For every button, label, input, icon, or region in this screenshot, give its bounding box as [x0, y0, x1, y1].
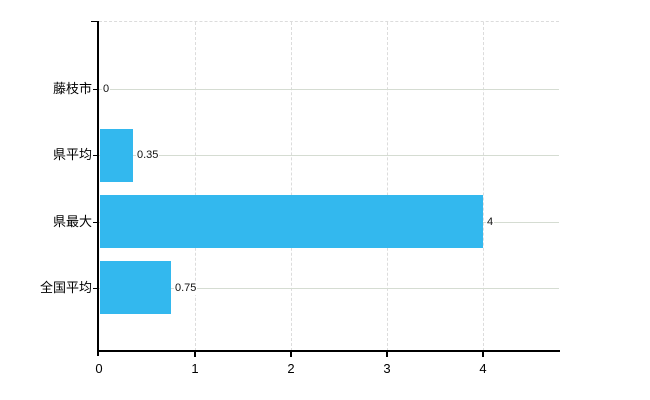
x-tick-label: 3 [383, 361, 391, 376]
y-axis-tick [93, 155, 99, 156]
y-axis-tick [93, 89, 99, 90]
vertical-gridline [195, 22, 196, 351]
x-tick-label: 1 [191, 361, 199, 376]
value-label: 0 [102, 82, 111, 96]
row-gridline [99, 89, 559, 90]
x-axis-tick [482, 352, 484, 357]
x-tick-label: 4 [479, 361, 487, 376]
plot-top-border [99, 21, 559, 22]
x-tick-label: 0 [95, 361, 103, 376]
x-axis-tick [290, 352, 292, 357]
vertical-gridline [387, 22, 388, 351]
value-label: 4 [486, 215, 495, 229]
value-label: 0.75 [174, 281, 198, 295]
x-axis-tick [386, 352, 388, 357]
y-axis-top-tick [91, 21, 97, 22]
x-axis-tick [194, 352, 196, 357]
value-label: 0.35 [136, 148, 160, 162]
x-axis [97, 350, 560, 352]
y-axis [97, 21, 99, 356]
y-axis-tick [93, 222, 99, 223]
bar [100, 195, 483, 248]
category-label: 県平均 [52, 147, 92, 162]
category-label: 藤枝市 [52, 81, 92, 96]
row-gridline [99, 288, 559, 289]
y-axis-tick [93, 288, 99, 289]
category-label: 全国平均 [39, 280, 92, 295]
x-tick-label: 2 [287, 361, 295, 376]
category-label: 県最大 [52, 214, 92, 229]
row-gridline [99, 155, 559, 156]
vertical-gridline [291, 22, 292, 351]
bar [100, 261, 171, 314]
bar [100, 129, 133, 182]
vertical-gridline [483, 22, 484, 351]
